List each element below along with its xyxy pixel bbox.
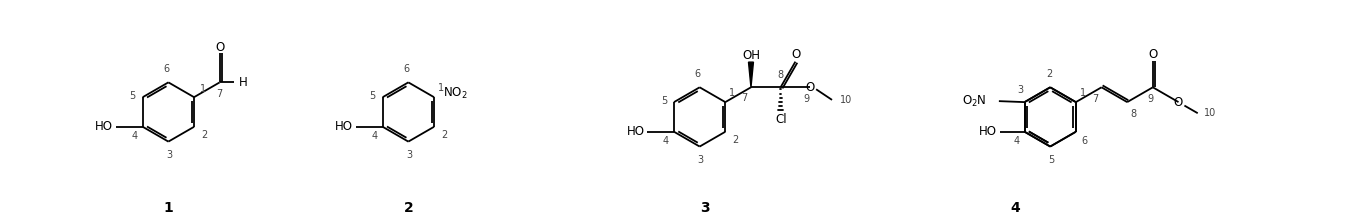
Text: 9: 9 — [803, 94, 810, 104]
Text: O: O — [1174, 96, 1184, 109]
Text: 4: 4 — [132, 131, 137, 141]
Text: 5: 5 — [370, 91, 375, 101]
Text: 4: 4 — [663, 136, 668, 146]
Text: 6: 6 — [163, 64, 169, 74]
Text: 5: 5 — [129, 91, 136, 101]
Text: 4: 4 — [1011, 201, 1021, 215]
Text: 3: 3 — [699, 201, 709, 215]
Text: H: H — [238, 76, 247, 89]
Text: O$_2$N: O$_2$N — [963, 94, 987, 109]
Text: NO$_2$: NO$_2$ — [444, 86, 468, 101]
Text: 5: 5 — [660, 96, 667, 106]
Text: 2: 2 — [441, 130, 447, 140]
Text: 2: 2 — [404, 201, 413, 215]
Text: HO: HO — [627, 125, 644, 138]
Text: 8: 8 — [1130, 109, 1137, 119]
Text: HO: HO — [335, 120, 354, 133]
Text: 4: 4 — [1014, 136, 1020, 146]
Text: O: O — [806, 81, 815, 94]
Text: 7: 7 — [217, 89, 223, 99]
Text: 2: 2 — [732, 135, 738, 145]
Text: 7: 7 — [741, 93, 746, 103]
Text: O: O — [792, 48, 802, 61]
Text: 7: 7 — [1092, 94, 1099, 104]
Text: 1: 1 — [438, 83, 444, 93]
Text: 1: 1 — [199, 84, 206, 94]
Text: 1: 1 — [164, 201, 174, 215]
Text: 3: 3 — [698, 155, 703, 165]
Text: 6: 6 — [404, 64, 409, 74]
Polygon shape — [749, 62, 753, 87]
Text: 2: 2 — [200, 130, 207, 140]
Text: 5: 5 — [1048, 155, 1054, 165]
Text: 10: 10 — [1204, 108, 1216, 118]
Text: O: O — [1149, 48, 1158, 61]
Text: 1: 1 — [1080, 88, 1085, 98]
Text: 3: 3 — [406, 151, 413, 161]
Text: 4: 4 — [371, 131, 378, 141]
Text: 3: 3 — [1017, 85, 1024, 95]
Text: 10: 10 — [839, 95, 853, 105]
Text: 6: 6 — [1081, 136, 1088, 146]
Text: HO: HO — [979, 125, 997, 138]
Text: 3: 3 — [167, 151, 172, 161]
Text: 1: 1 — [729, 88, 736, 98]
Text: 2: 2 — [1046, 69, 1052, 79]
Text: O: O — [215, 41, 225, 54]
Text: 9: 9 — [1147, 94, 1154, 104]
Text: HO: HO — [95, 120, 113, 133]
Text: 8: 8 — [777, 70, 784, 80]
Text: Cl: Cl — [776, 113, 787, 126]
Text: 6: 6 — [694, 69, 701, 79]
Text: OH: OH — [742, 49, 760, 62]
